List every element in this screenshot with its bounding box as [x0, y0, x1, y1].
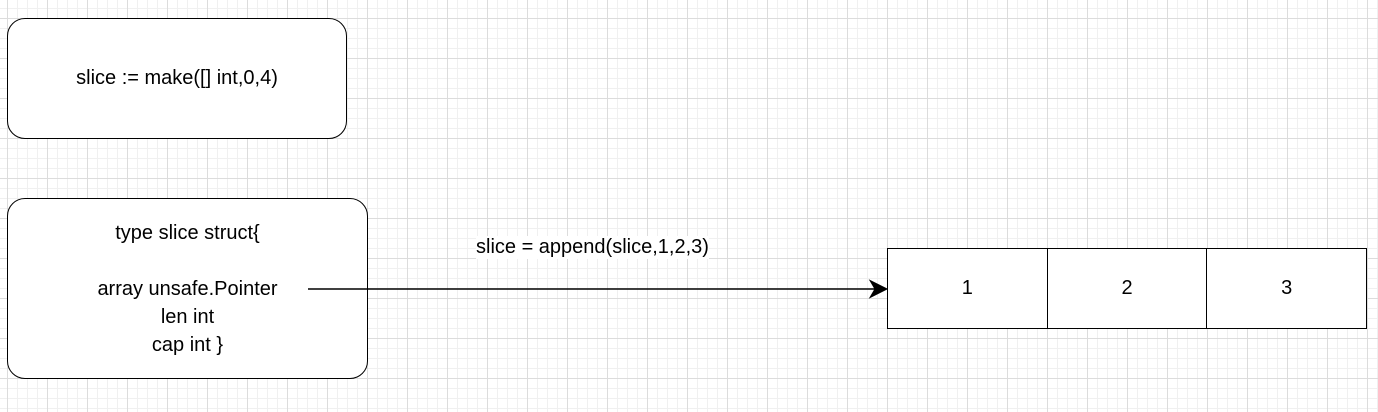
backing-array[interactable]: 1 2 3 [887, 248, 1367, 329]
append-edge-label: slice = append(slice,1,2,3) [476, 236, 709, 259]
array-cell[interactable]: 1 [888, 249, 1048, 328]
struct-header-text: type slice struct{ [115, 222, 260, 244]
struct-len-field: len int [160, 306, 215, 328]
pointer-arrowhead-icon [868, 279, 889, 299]
make-statement-text: slice := make([] int,0,4) [76, 67, 278, 89]
slice-struct-box[interactable]: type slice struct{ array unsafe.Pointer … [7, 198, 368, 379]
make-statement-box[interactable]: slice := make([] int,0,4) [7, 18, 347, 139]
array-cell[interactable]: 2 [1048, 249, 1208, 328]
struct-array-field: array unsafe.Pointer [97, 278, 278, 300]
array-cell[interactable]: 3 [1281, 277, 1293, 299]
struct-cap-field: cap int } [151, 334, 224, 356]
